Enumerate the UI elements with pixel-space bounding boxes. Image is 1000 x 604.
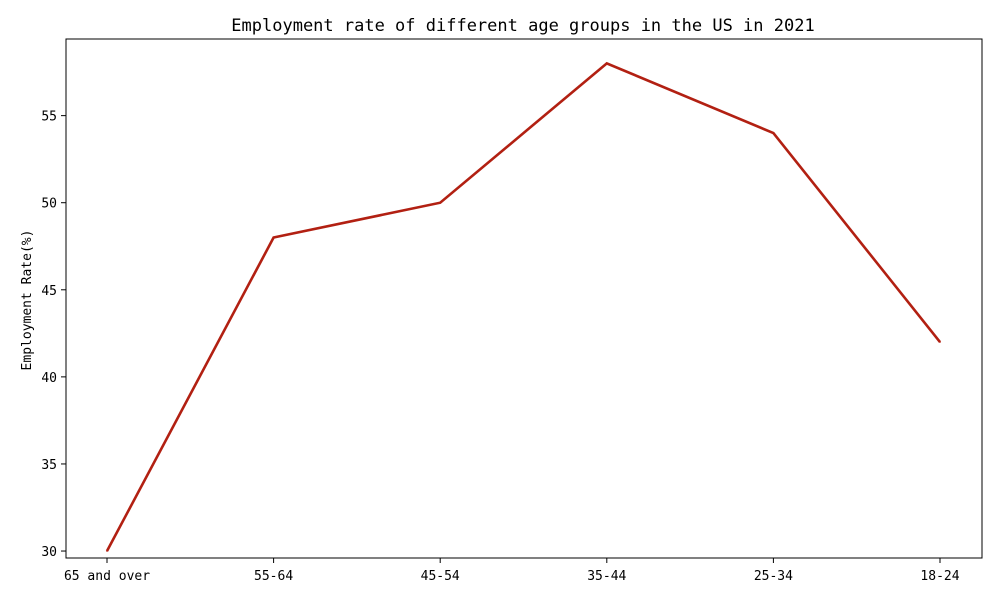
x-tick-label: 45-54 [421, 569, 460, 584]
y-tick-label: 40 [41, 371, 57, 386]
data-point [439, 201, 442, 204]
data-point [772, 132, 775, 134]
x-tick-label: 65 and over [64, 569, 150, 584]
data-point [606, 62, 608, 65]
x-tick-label: 35-44 [587, 569, 626, 584]
y-tick-label: 35 [41, 458, 57, 473]
data-point [939, 341, 941, 343]
x-tick-label: 25-34 [754, 569, 793, 584]
data-point [272, 236, 275, 239]
series-line-0 [105, 61, 942, 552]
chart-title: Employment rate of different age groups … [231, 16, 814, 36]
plot-frame [65, 38, 983, 559]
x-axis: 65 and over 55-64 45-54 35-44 25-34 18-24 [64, 558, 960, 584]
x-tick-label: 55-64 [254, 569, 293, 584]
y-tick-label: 55 [41, 110, 57, 125]
y-axis-label: Employment Rate(%) [20, 230, 35, 371]
y-tick-label: 30 [41, 545, 57, 560]
data-point [106, 550, 108, 552]
y-tick-label: 45 [41, 284, 57, 299]
x-tick-label: 18-24 [920, 569, 959, 584]
series-layer [105, 61, 942, 552]
y-tick-label: 50 [41, 197, 57, 212]
y-axis: 30 35 40 45 50 55 [41, 110, 66, 560]
